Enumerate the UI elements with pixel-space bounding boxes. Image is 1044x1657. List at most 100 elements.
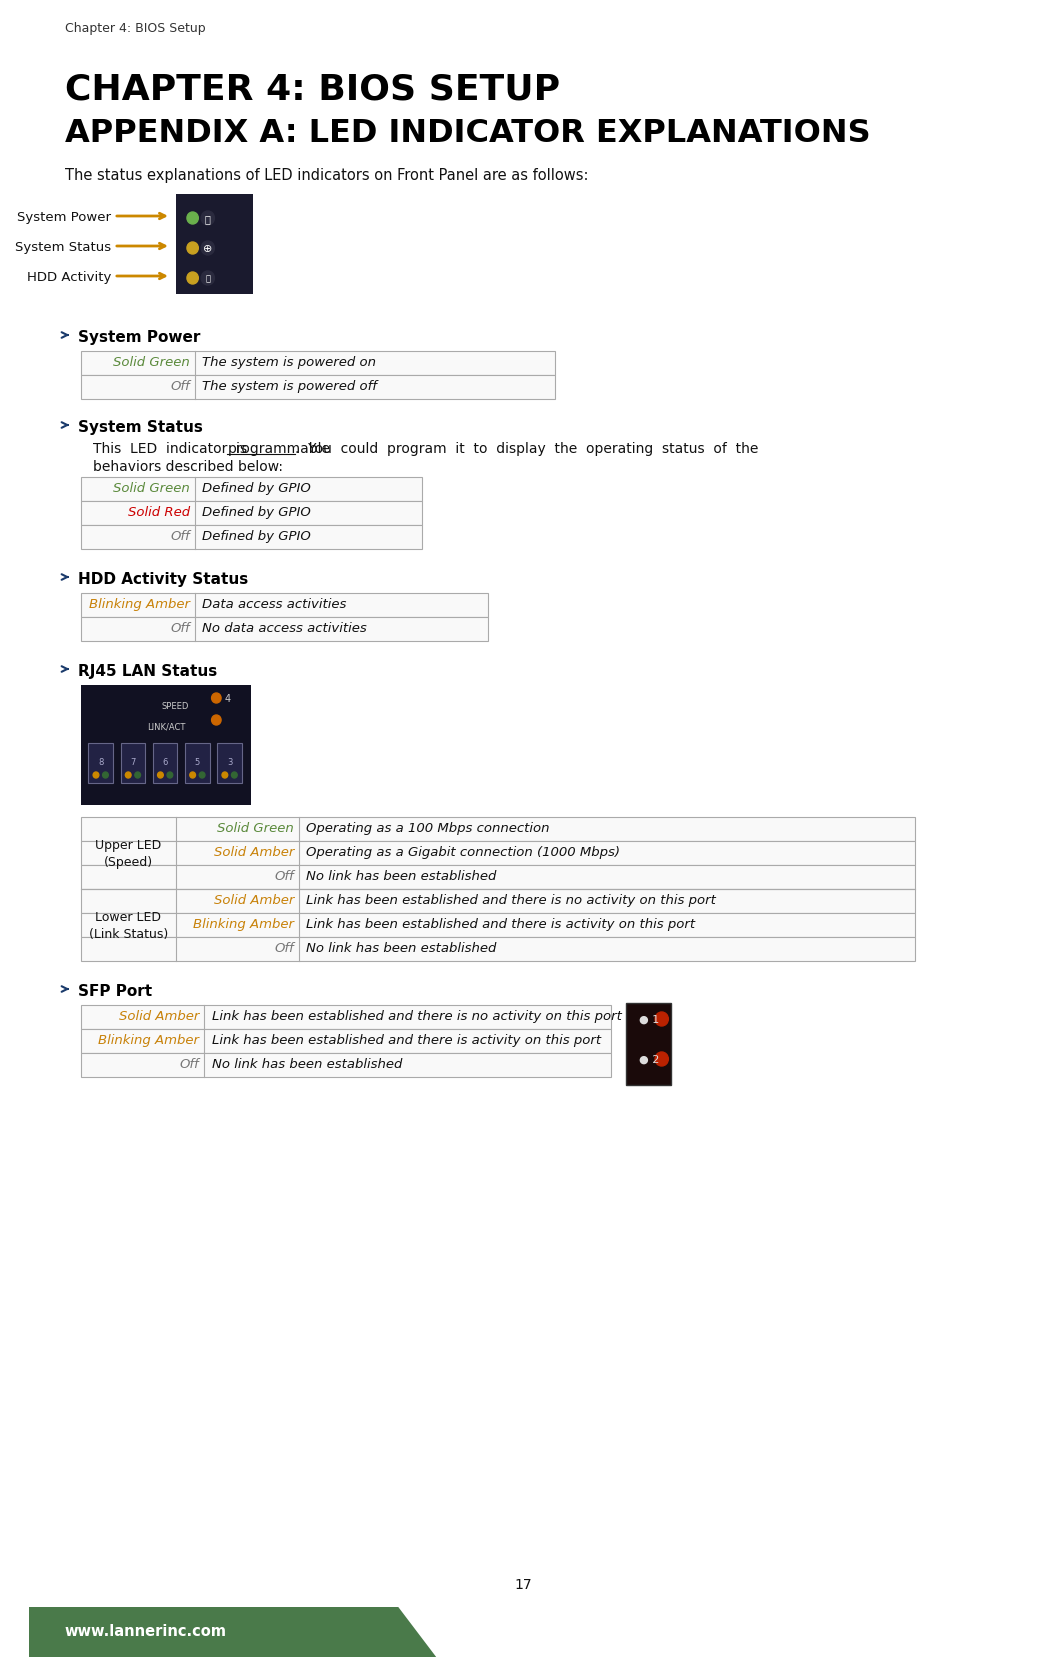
Text: 8: 8 bbox=[98, 757, 103, 767]
Text: Data access activities: Data access activities bbox=[203, 598, 347, 611]
Bar bbox=[80, 938, 915, 961]
Text: The system is powered on: The system is powered on bbox=[203, 356, 376, 370]
Text: Operating as a Gigabit connection (1000 Mbps): Operating as a Gigabit connection (1000 … bbox=[306, 845, 620, 858]
Bar bbox=[217, 744, 242, 784]
Text: 5: 5 bbox=[195, 757, 200, 767]
Text: System Power: System Power bbox=[17, 210, 111, 224]
Bar bbox=[80, 1006, 612, 1029]
Bar bbox=[89, 744, 113, 784]
Text: This  LED  indicator  is: This LED indicator is bbox=[93, 442, 256, 456]
Bar bbox=[80, 593, 489, 618]
Text: LINK/ACT: LINK/ACT bbox=[147, 721, 186, 731]
Text: programmable: programmable bbox=[228, 442, 330, 456]
Text: Lower LED
(Link Status): Lower LED (Link Status) bbox=[89, 910, 168, 941]
Text: Solid Green: Solid Green bbox=[217, 822, 294, 835]
Bar bbox=[80, 1029, 612, 1054]
Text: Solid Amber: Solid Amber bbox=[119, 1009, 199, 1022]
Polygon shape bbox=[28, 1607, 436, 1657]
Text: The status explanations of LED indicators on Front Panel are as follows:: The status explanations of LED indicator… bbox=[65, 167, 588, 182]
Text: Defined by GPIO: Defined by GPIO bbox=[203, 530, 311, 543]
Bar bbox=[80, 686, 252, 805]
Text: APPENDIX A: LED INDICATOR EXPLANATIONS: APPENDIX A: LED INDICATOR EXPLANATIONS bbox=[65, 118, 871, 149]
Text: HDD Activity Status: HDD Activity Status bbox=[78, 572, 248, 587]
Bar bbox=[80, 1054, 612, 1077]
Text: Chapter 4: BIOS Setup: Chapter 4: BIOS Setup bbox=[65, 22, 206, 35]
Circle shape bbox=[190, 772, 195, 779]
Circle shape bbox=[187, 212, 198, 225]
Circle shape bbox=[201, 212, 214, 225]
Text: Solid Amber: Solid Amber bbox=[214, 893, 294, 906]
Circle shape bbox=[125, 772, 132, 779]
Circle shape bbox=[212, 694, 221, 704]
Text: No data access activities: No data access activities bbox=[203, 621, 366, 635]
Bar bbox=[80, 376, 554, 399]
Bar bbox=[175, 196, 254, 295]
Text: SPEED: SPEED bbox=[162, 701, 189, 711]
Text: HDD Activity: HDD Activity bbox=[27, 270, 111, 283]
Text: System Status: System Status bbox=[15, 240, 111, 254]
Bar bbox=[80, 842, 915, 865]
Circle shape bbox=[199, 772, 205, 779]
Text: Link has been established and there is activity on this port: Link has been established and there is a… bbox=[212, 1034, 600, 1046]
Text: 17: 17 bbox=[515, 1577, 532, 1591]
Text: .  You  could  program  it  to  display  the  operating  status  of  the: . You could program it to display the op… bbox=[294, 442, 758, 456]
Text: Upper LED
(Speed): Upper LED (Speed) bbox=[95, 838, 162, 868]
Bar bbox=[185, 744, 210, 784]
Circle shape bbox=[102, 772, 109, 779]
Text: ⎕: ⎕ bbox=[206, 275, 210, 283]
Text: Blinking Amber: Blinking Amber bbox=[98, 1034, 199, 1046]
Circle shape bbox=[187, 273, 198, 285]
Circle shape bbox=[201, 272, 214, 285]
Text: Off: Off bbox=[170, 530, 190, 543]
Text: Link has been established and there is no activity on this port: Link has been established and there is n… bbox=[212, 1009, 621, 1022]
Bar bbox=[80, 477, 422, 502]
Text: 6: 6 bbox=[163, 757, 168, 767]
Text: CHAPTER 4: BIOS SETUP: CHAPTER 4: BIOS SETUP bbox=[65, 71, 560, 106]
Text: Operating as a 100 Mbps connection: Operating as a 100 Mbps connection bbox=[306, 822, 550, 835]
Bar bbox=[80, 865, 915, 890]
Text: Off: Off bbox=[180, 1057, 199, 1070]
Text: 7: 7 bbox=[130, 757, 136, 767]
Text: 3: 3 bbox=[227, 757, 232, 767]
Circle shape bbox=[158, 772, 163, 779]
Text: Off: Off bbox=[170, 621, 190, 635]
Text: No link has been established: No link has been established bbox=[212, 1057, 402, 1070]
Text: ⏻: ⏻ bbox=[205, 214, 211, 224]
Bar bbox=[80, 502, 422, 525]
Text: Blinking Amber: Blinking Amber bbox=[193, 918, 294, 931]
Bar bbox=[80, 525, 422, 550]
Bar bbox=[80, 618, 489, 641]
Text: Solid Amber: Solid Amber bbox=[214, 845, 294, 858]
Bar bbox=[80, 817, 915, 842]
Text: Solid Green: Solid Green bbox=[113, 482, 190, 495]
Text: Defined by GPIO: Defined by GPIO bbox=[203, 505, 311, 519]
Text: behaviors described below:: behaviors described below: bbox=[93, 459, 283, 474]
Bar bbox=[152, 744, 177, 784]
Text: Off: Off bbox=[170, 379, 190, 393]
Text: www.lannerinc.com: www.lannerinc.com bbox=[65, 1622, 227, 1639]
Text: Blinking Amber: Blinking Amber bbox=[89, 598, 190, 611]
Text: No link has been established: No link has been established bbox=[306, 870, 497, 883]
Circle shape bbox=[167, 772, 172, 779]
Text: The system is powered off: The system is powered off bbox=[203, 379, 377, 393]
Text: Defined by GPIO: Defined by GPIO bbox=[203, 482, 311, 495]
Circle shape bbox=[655, 1052, 668, 1067]
Text: System Power: System Power bbox=[78, 330, 200, 345]
Bar bbox=[80, 351, 554, 376]
Circle shape bbox=[232, 772, 237, 779]
Bar bbox=[80, 913, 915, 938]
Text: ● 1: ● 1 bbox=[639, 1014, 659, 1024]
Circle shape bbox=[187, 244, 198, 255]
Circle shape bbox=[212, 716, 221, 726]
Text: Solid Red: Solid Red bbox=[127, 505, 190, 519]
Text: Solid Green: Solid Green bbox=[113, 356, 190, 370]
Text: ⊕: ⊕ bbox=[204, 244, 213, 254]
Bar bbox=[625, 1004, 671, 1085]
Text: ● 2: ● 2 bbox=[639, 1054, 660, 1064]
Text: No link has been established: No link has been established bbox=[306, 941, 497, 954]
Text: Link has been established and there is no activity on this port: Link has been established and there is n… bbox=[306, 893, 716, 906]
Text: System Status: System Status bbox=[78, 419, 203, 434]
Text: Off: Off bbox=[275, 870, 294, 883]
Circle shape bbox=[655, 1012, 668, 1026]
Text: SFP Port: SFP Port bbox=[78, 983, 152, 999]
